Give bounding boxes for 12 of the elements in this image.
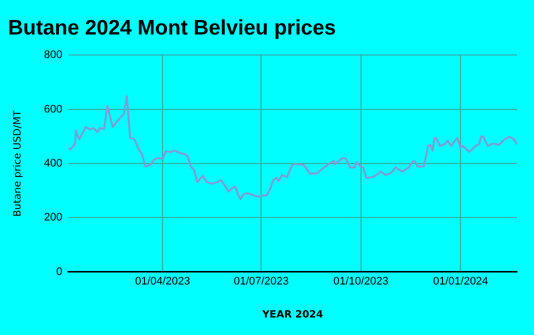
y-tick-label: 200 xyxy=(44,212,62,224)
x-tick-label: 01/10/2023 xyxy=(333,275,388,288)
y-tick-label: 800 xyxy=(44,49,62,62)
y-tick-label: 600 xyxy=(44,103,62,116)
y-tick-label: 0 xyxy=(56,266,62,278)
x-axis-title: YEAR 2024 xyxy=(261,310,324,321)
y-tick-label: 400 xyxy=(44,158,62,170)
x-tick-label: 01/04/2023 xyxy=(135,275,190,288)
x-tick-label: 01/01/2024 xyxy=(433,275,488,288)
y-axis-title: Butane price USD/MT xyxy=(12,109,24,217)
chart-title: Butane 2024 Mont Belvieu prices xyxy=(8,16,336,40)
x-tick-label: 01/07/2023 xyxy=(234,275,289,288)
